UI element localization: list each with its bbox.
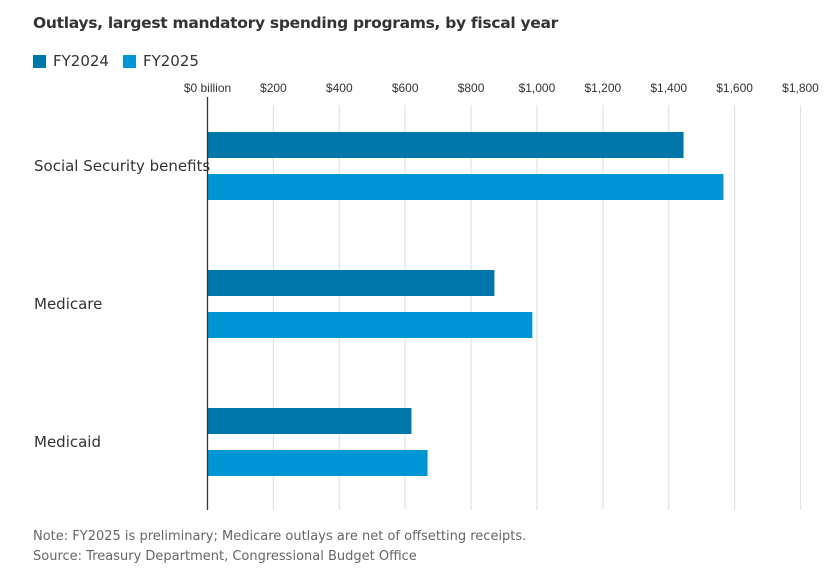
x-tick-label: $800 bbox=[458, 81, 485, 95]
x-tick-label: $400 bbox=[326, 81, 353, 95]
x-tick-label: $1,600 bbox=[716, 81, 753, 95]
footnote: Note: FY2025 is preliminary; Medicare ou… bbox=[33, 527, 526, 567]
category-label: Social Security benefits bbox=[34, 157, 210, 175]
legend-swatch-fy2025 bbox=[122, 54, 136, 68]
chart-title: Outlays, largest mandatory spending prog… bbox=[33, 14, 558, 32]
x-tick-label: $0 billion bbox=[184, 81, 231, 95]
legend-label-fy2024: FY2024 bbox=[53, 52, 109, 70]
x-tick-label: $1,000 bbox=[519, 81, 556, 95]
legend-swatch-fy2024 bbox=[33, 54, 46, 68]
x-tick-label: $1,400 bbox=[650, 81, 687, 95]
bar-fy2025 bbox=[207, 312, 533, 338]
category-label: Medicare bbox=[34, 295, 102, 313]
legend: FY2024 FY2025 bbox=[33, 52, 213, 70]
legend-item-fy2024: FY2024 bbox=[33, 52, 109, 70]
legend-label-fy2025: FY2025 bbox=[142, 52, 199, 70]
bar-fy2024 bbox=[207, 408, 412, 434]
x-tick-label: $1,800 bbox=[782, 81, 819, 95]
category-label: Medicaid bbox=[34, 433, 101, 451]
x-tick-label: $200 bbox=[260, 81, 287, 95]
legend-item-fy2025: FY2025 bbox=[122, 52, 199, 70]
note-text: Note: FY2025 is preliminary; Medicare ou… bbox=[33, 529, 527, 544]
bar-fy2025 bbox=[207, 174, 724, 200]
bar-fy2025 bbox=[207, 450, 428, 476]
bar-fy2024 bbox=[207, 270, 495, 296]
bar-fy2024 bbox=[207, 132, 684, 158]
x-tick-label: $1,200 bbox=[584, 81, 621, 95]
source-text: Source: Treasury Department, Congression… bbox=[33, 549, 417, 564]
x-tick-label: $600 bbox=[392, 81, 419, 95]
